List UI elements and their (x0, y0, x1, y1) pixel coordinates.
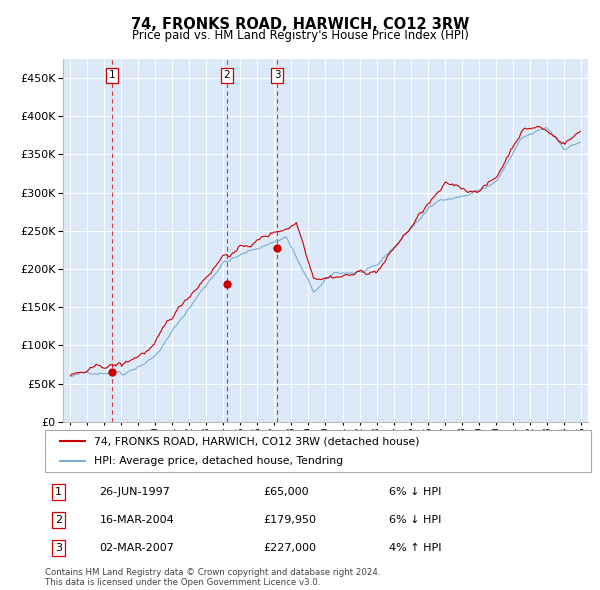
Text: 1: 1 (55, 487, 62, 497)
Text: £179,950: £179,950 (263, 515, 316, 525)
Text: Price paid vs. HM Land Registry's House Price Index (HPI): Price paid vs. HM Land Registry's House … (131, 30, 469, 42)
Text: 3: 3 (274, 70, 281, 80)
Text: 16-MAR-2004: 16-MAR-2004 (100, 515, 175, 525)
Text: 3: 3 (55, 543, 62, 553)
Text: 2: 2 (223, 70, 230, 80)
Text: 4% ↑ HPI: 4% ↑ HPI (389, 543, 442, 553)
Text: £227,000: £227,000 (263, 543, 316, 553)
Text: 02-MAR-2007: 02-MAR-2007 (100, 543, 175, 553)
Text: 74, FRONKS ROAD, HARWICH, CO12 3RW (detached house): 74, FRONKS ROAD, HARWICH, CO12 3RW (deta… (94, 437, 419, 447)
Text: 2: 2 (55, 515, 62, 525)
Text: £65,000: £65,000 (263, 487, 309, 497)
Text: 74, FRONKS ROAD, HARWICH, CO12 3RW: 74, FRONKS ROAD, HARWICH, CO12 3RW (131, 17, 469, 31)
Text: This data is licensed under the Open Government Licence v3.0.: This data is licensed under the Open Gov… (45, 578, 320, 587)
Text: 1: 1 (109, 70, 116, 80)
Text: 6% ↓ HPI: 6% ↓ HPI (389, 515, 442, 525)
Text: 6% ↓ HPI: 6% ↓ HPI (389, 487, 442, 497)
Text: HPI: Average price, detached house, Tendring: HPI: Average price, detached house, Tend… (94, 455, 343, 466)
Text: 26-JUN-1997: 26-JUN-1997 (100, 487, 170, 497)
Text: Contains HM Land Registry data © Crown copyright and database right 2024.: Contains HM Land Registry data © Crown c… (45, 568, 380, 576)
